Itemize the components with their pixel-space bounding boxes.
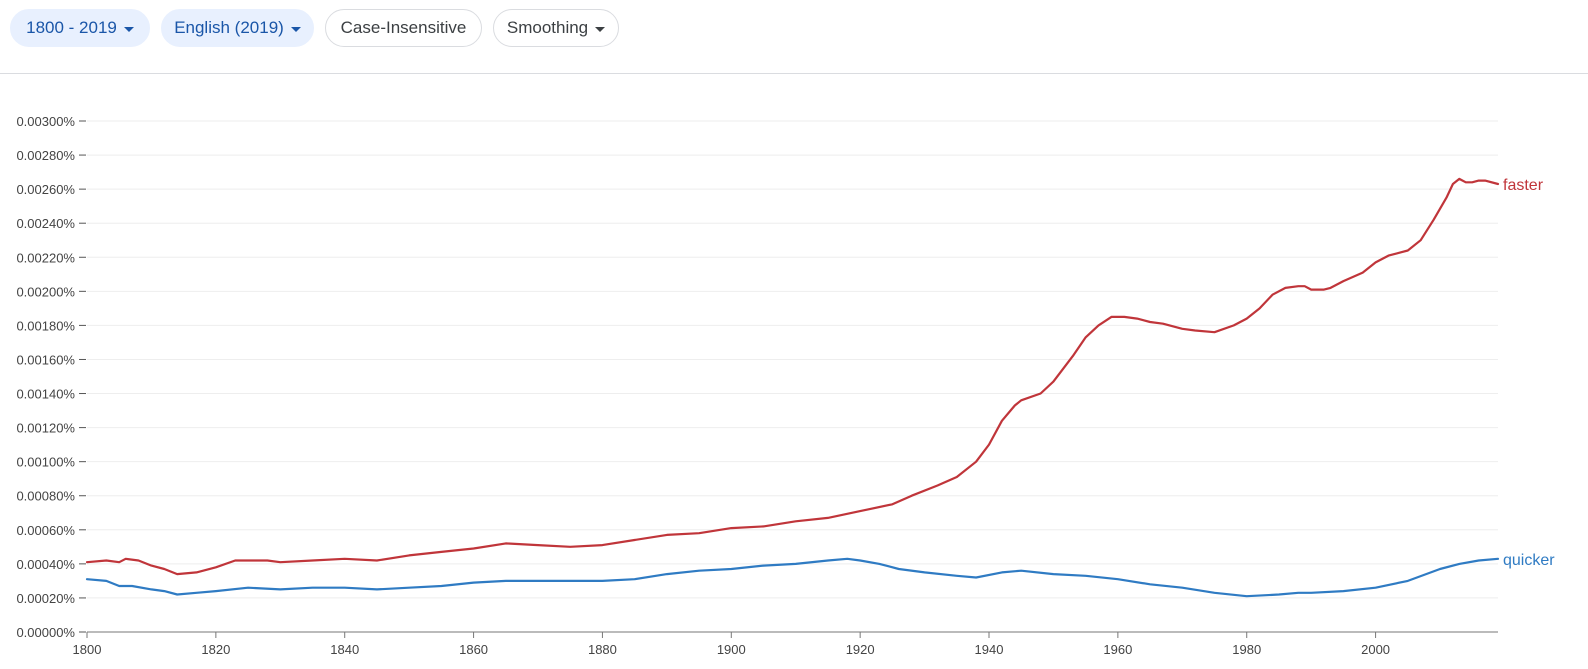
x-tick-label: 1900: [717, 642, 746, 657]
y-tick-label: 0.00080%: [16, 489, 75, 504]
x-tick-label: 1820: [201, 642, 230, 657]
year-range-label: 1800 - 2019: [26, 18, 117, 37]
y-tick-label: 0.00020%: [16, 591, 75, 606]
ngram-line-chart: 0.00000% 0.00020% 0.00040% 0.00060% 0.00080%…: [16, 114, 1555, 657]
y-tick-label: 0.00220%: [16, 250, 75, 265]
chevron-down-icon: [595, 26, 606, 32]
x-tick-label: 2000: [1361, 642, 1390, 657]
y-tick-label: 0.00180%: [16, 318, 75, 333]
year-range-dropdown[interactable]: 1800 - 2019: [10, 9, 150, 47]
x-tick-label: 1860: [459, 642, 488, 657]
chevron-down-icon: [123, 26, 134, 32]
x-tick-label: 1880: [588, 642, 617, 657]
x-tick-label: 1920: [846, 642, 875, 657]
case-insensitive-toggle[interactable]: Case-Insensitive: [325, 9, 482, 47]
corpus-dropdown[interactable]: English (2019): [161, 9, 314, 47]
y-tick-label: 0.00200%: [16, 284, 75, 299]
series-label-faster[interactable]: faster: [1503, 177, 1544, 194]
x-axis: 1800 1820 1840 1860 1880 1900 1920 1940 1960 1980…: [73, 631, 1498, 657]
y-axis: 0.00000% 0.00020% 0.00040% 0.00060% 0.00080%…: [16, 114, 86, 640]
y-tick-label: 0.00120%: [16, 421, 75, 436]
corpus-label: English (2019): [174, 18, 284, 37]
grid-layer: [87, 120, 1498, 599]
y-tick-label: 0.00240%: [16, 216, 75, 231]
y-tick-label: 0.00140%: [16, 387, 75, 402]
series-line-faster[interactable]: [85, 177, 1500, 576]
y-tick-label: 0.00160%: [16, 352, 75, 367]
x-tick-label: 1960: [1103, 642, 1132, 657]
y-tick-label: 0.00260%: [16, 182, 75, 197]
smoothing-label: Smoothing: [506, 18, 589, 37]
y-tick-label: 0.00060%: [16, 523, 75, 538]
series-layer: faster quicker: [85, 177, 1555, 598]
y-tick-label: 0.00040%: [16, 557, 75, 572]
y-tick-label: 0.00000%: [16, 625, 75, 640]
toolbar: 1800 - 2019 English (2019) Case-Insensit…: [0, 0, 1588, 74]
x-tick-label: 1940: [975, 642, 1004, 657]
chevron-down-icon: [290, 26, 301, 32]
y-tick-label: 0.00280%: [16, 148, 75, 163]
case-insensitive-label: Case-Insensitive: [340, 18, 467, 37]
x-tick-label: 1800: [73, 642, 102, 657]
x-tick-label: 1980: [1232, 642, 1261, 657]
series-line-quicker[interactable]: [85, 557, 1500, 598]
x-tick-label: 1840: [330, 642, 359, 657]
series-label-quicker[interactable]: quicker: [1503, 552, 1555, 569]
y-tick-label: 0.00100%: [16, 455, 75, 470]
y-tick-label: 0.00300%: [16, 114, 75, 129]
smoothing-dropdown[interactable]: Smoothing: [493, 9, 619, 47]
